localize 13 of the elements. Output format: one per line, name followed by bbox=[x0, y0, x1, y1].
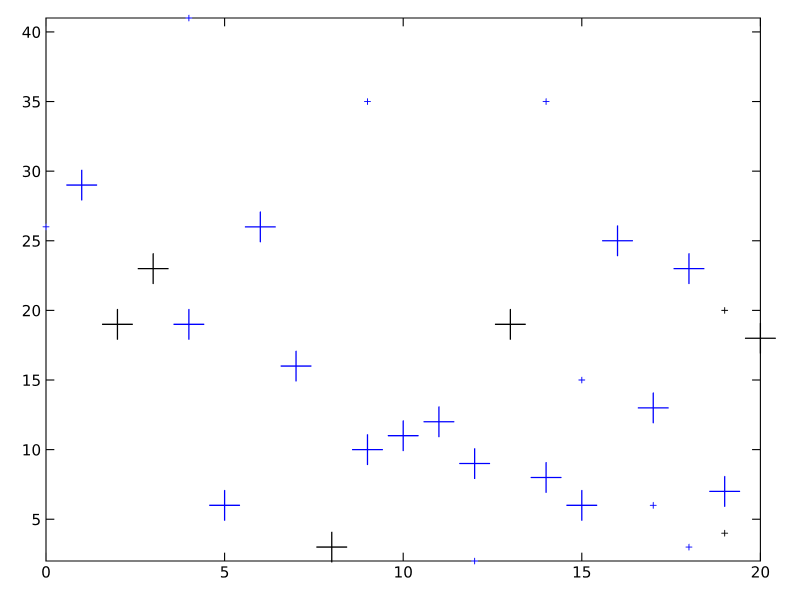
y-tick-label: 30 bbox=[22, 166, 40, 178]
y-tick-label: 15 bbox=[23, 374, 40, 386]
y-tick-label: 40 bbox=[22, 26, 40, 38]
x-tick-label: 10 bbox=[395, 566, 412, 578]
x-tick-label: 20 bbox=[752, 566, 770, 578]
y-tick-label: 20 bbox=[22, 304, 40, 316]
y-tick-label: 25 bbox=[22, 235, 40, 247]
x-tick-label: 0 bbox=[42, 566, 50, 578]
y-tick-label: 35 bbox=[22, 96, 40, 108]
y-tick-label: 10 bbox=[23, 444, 40, 456]
x-tick-label: 5 bbox=[220, 566, 228, 578]
y-tick-label: 5 bbox=[32, 514, 40, 526]
x-tick-label: 15 bbox=[574, 566, 590, 578]
